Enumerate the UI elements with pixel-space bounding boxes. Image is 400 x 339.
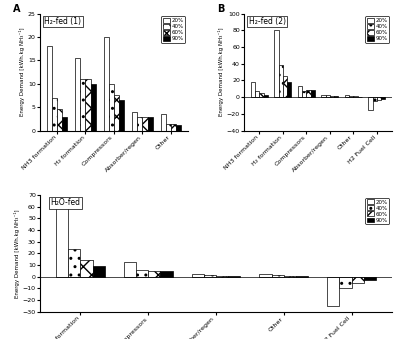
Bar <box>228 276 240 277</box>
Bar <box>160 271 173 277</box>
Bar <box>171 123 176 131</box>
Bar <box>124 262 136 277</box>
Bar <box>93 266 105 277</box>
Bar <box>204 275 216 277</box>
Bar <box>327 277 339 306</box>
Bar <box>161 114 166 131</box>
Bar <box>176 125 181 131</box>
Bar <box>330 96 334 97</box>
Bar <box>377 97 381 100</box>
Text: H₂O-fed: H₂O-fed <box>50 198 80 207</box>
Text: H₂-fed (1): H₂-fed (1) <box>44 17 82 26</box>
Bar <box>119 100 124 131</box>
Bar <box>192 274 204 277</box>
Bar <box>259 274 272 277</box>
Bar <box>306 91 310 97</box>
Bar <box>274 30 278 97</box>
Bar <box>278 65 283 97</box>
Bar <box>109 84 114 131</box>
Y-axis label: Energy Demand [kWh.kg NH₃⁻¹]: Energy Demand [kWh.kg NH₃⁻¹] <box>14 209 20 298</box>
Bar <box>255 91 259 97</box>
Bar <box>142 117 148 131</box>
Bar <box>251 82 255 97</box>
Bar <box>349 96 353 97</box>
Bar <box>136 270 148 277</box>
Bar <box>62 117 67 131</box>
Bar <box>80 79 86 131</box>
Bar <box>52 98 57 131</box>
Bar <box>166 123 171 131</box>
Y-axis label: Energy Demand [kWh.kg NH₃⁻¹]: Energy Demand [kWh.kg NH₃⁻¹] <box>218 28 224 116</box>
Bar <box>298 86 302 97</box>
Bar <box>137 117 142 131</box>
Bar <box>56 206 68 277</box>
Bar <box>80 260 93 277</box>
Bar <box>372 97 377 101</box>
Bar <box>283 76 287 97</box>
Bar <box>68 249 80 277</box>
Bar <box>47 46 52 131</box>
Bar <box>321 95 326 97</box>
Legend: 20%, 40%, 60%, 90%: 20%, 40%, 60%, 90% <box>161 16 185 43</box>
Bar <box>353 96 358 97</box>
Bar <box>302 91 306 97</box>
Bar <box>104 37 109 131</box>
Legend: 20%, 40%, 60%, 90%: 20%, 40%, 60%, 90% <box>366 16 389 43</box>
Bar <box>381 97 385 99</box>
Bar <box>114 96 119 131</box>
Bar <box>75 58 80 131</box>
Text: A: A <box>13 4 21 14</box>
Bar <box>264 95 268 97</box>
Bar <box>216 276 228 277</box>
Bar <box>310 91 315 97</box>
Bar <box>86 79 90 131</box>
Bar <box>368 97 372 109</box>
Legend: 20%, 40%, 60%, 90%: 20%, 40%, 60%, 90% <box>366 198 389 224</box>
Bar <box>284 276 296 277</box>
Bar <box>148 117 153 131</box>
Bar <box>345 95 349 97</box>
Bar <box>326 96 330 97</box>
Text: B: B <box>218 4 225 14</box>
Bar <box>57 109 62 131</box>
Y-axis label: Energy Demand [kWh.kg NH₃⁻¹]: Energy Demand [kWh.kg NH₃⁻¹] <box>19 28 25 116</box>
Bar <box>259 93 264 97</box>
Bar <box>352 277 364 283</box>
Bar <box>132 112 137 131</box>
Bar <box>339 277 352 288</box>
Bar <box>296 276 308 277</box>
Bar <box>287 82 291 97</box>
Bar <box>148 271 160 277</box>
Bar <box>334 96 338 97</box>
Bar <box>90 84 96 131</box>
Bar <box>364 277 376 280</box>
Bar <box>272 275 284 277</box>
Text: H₂-fed (2): H₂-fed (2) <box>248 17 286 26</box>
